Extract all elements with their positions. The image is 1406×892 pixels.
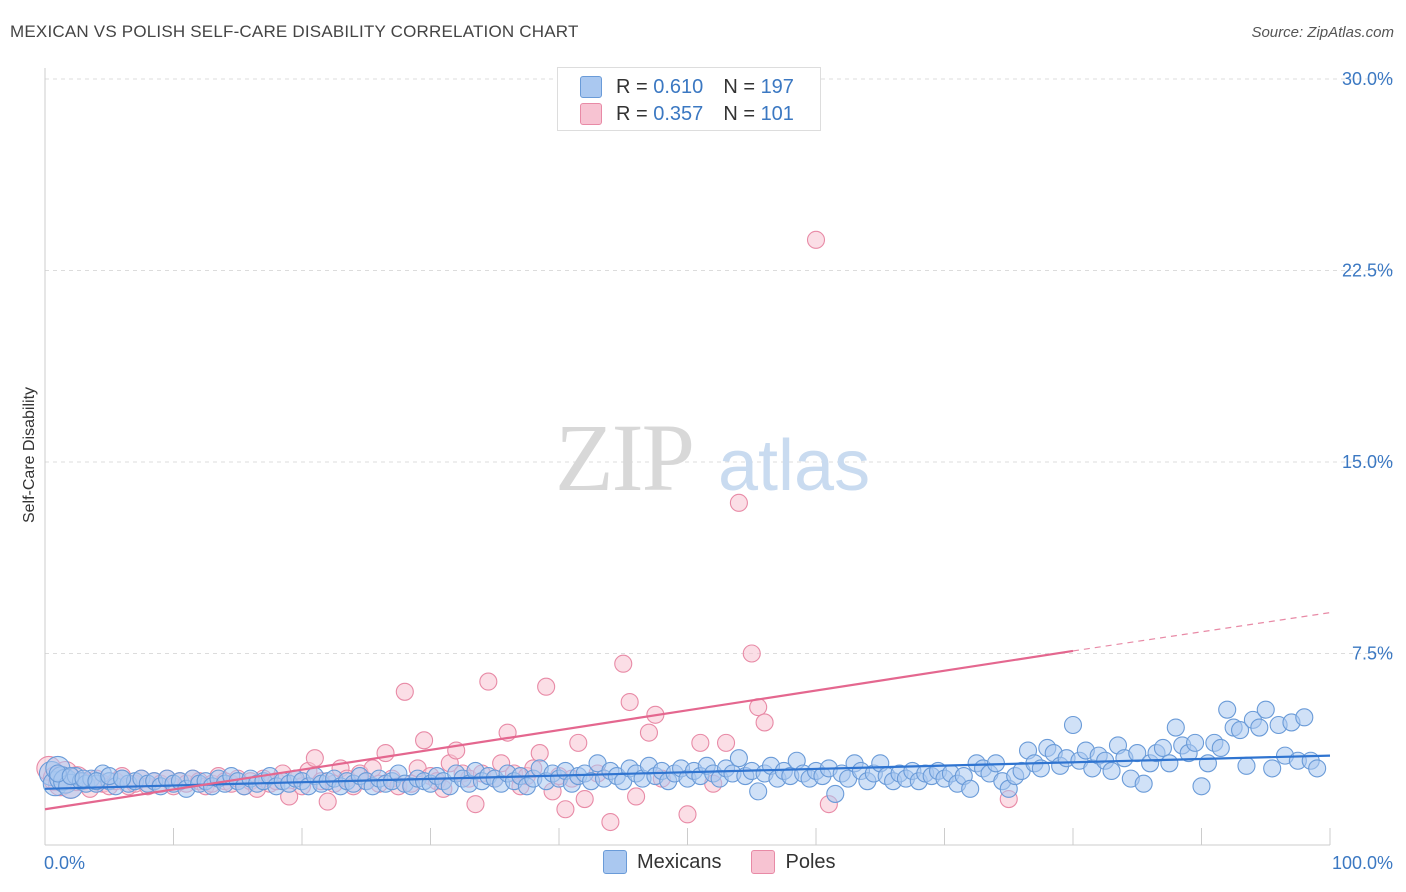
- axes: [44, 68, 1331, 846]
- legend-label-poles: Poles: [785, 850, 836, 873]
- y-tick-label: 22.5%: [1342, 261, 1393, 281]
- trend-lines: [44, 612, 1331, 811]
- y-tick-label: 7.5%: [1352, 644, 1393, 664]
- mexican-point: [1192, 777, 1211, 796]
- legend-row-mexicans: R = 0.610 N = 197: [580, 73, 794, 101]
- pole-point: [614, 654, 633, 673]
- chart-title: MEXICAN VS POLISH SELF-CARE DISABILITY C…: [10, 22, 579, 41]
- mexican-point: [113, 769, 132, 788]
- pole-point: [627, 787, 646, 806]
- mexican-point: [1160, 754, 1179, 773]
- poles-trend-extension: [1072, 612, 1331, 652]
- mexican-point: [1166, 718, 1185, 737]
- pole-point: [376, 744, 395, 763]
- pole-point: [569, 733, 588, 752]
- mexican-point: [1153, 738, 1172, 758]
- mexican-point: [1134, 774, 1153, 793]
- legend-item-poles: Poles: [751, 850, 836, 874]
- watermark-atlas: atlas: [718, 426, 870, 506]
- gridlines: [45, 78, 1393, 654]
- pole-point: [466, 795, 485, 814]
- mexican-point: [1250, 718, 1269, 737]
- r-label: R =: [616, 102, 654, 125]
- legend-row-poles: R = 0.357 N = 101: [580, 100, 794, 128]
- watermark-zip: ZIP: [555, 404, 693, 511]
- pole-point: [716, 733, 736, 752]
- r-value: 0.610: [653, 75, 704, 98]
- pole-point: [575, 789, 594, 809]
- mexican-point: [961, 779, 980, 798]
- pole-point: [755, 713, 774, 732]
- pole-point: [415, 731, 434, 750]
- n-value: 197: [760, 75, 794, 98]
- mexican-point: [1231, 721, 1250, 740]
- pole-point: [479, 672, 498, 691]
- pole-point: [318, 792, 337, 811]
- mexicans-swatch: [603, 850, 627, 874]
- pole-point: [691, 733, 710, 752]
- pole-point: [678, 805, 697, 824]
- x-tick-label: 0.0%: [44, 853, 85, 873]
- n-value: 101: [760, 102, 794, 125]
- mexican-point: [1256, 700, 1275, 719]
- x-tick-label: 100.0%: [1332, 853, 1393, 873]
- pole-point: [530, 744, 549, 763]
- pole-point: [305, 749, 324, 768]
- mexicans-swatch: [580, 76, 602, 98]
- y-tick-label: 30.0%: [1342, 69, 1393, 89]
- mexican-point: [1263, 759, 1282, 778]
- mexican-point: [1295, 708, 1314, 727]
- legend-label-mexicans: Mexicans: [637, 850, 722, 873]
- mexican-point: [1198, 754, 1217, 773]
- watermark: ZIP atlas: [555, 404, 870, 511]
- n-label: N =: [723, 102, 761, 125]
- mexican-point: [826, 784, 845, 803]
- mexican-point: [1063, 715, 1083, 735]
- poles-swatch: [580, 103, 602, 125]
- poles-trend-line: [44, 649, 1074, 811]
- source-label: Source: ZipAtlas.com: [1251, 24, 1394, 41]
- stats-legend: R = 0.610 N = 197 R = 0.357 N = 101: [557, 67, 821, 131]
- n-label: N =: [723, 75, 761, 98]
- pole-point: [537, 677, 556, 696]
- series-legend: Mexicans Poles: [603, 850, 866, 874]
- pole-point: [639, 723, 659, 742]
- y-tick-label: 15.0%: [1342, 452, 1393, 472]
- mexican-point: [1102, 761, 1121, 781]
- y-axis-label: Self-Care Disability: [21, 387, 38, 523]
- r-value: 0.357: [653, 102, 704, 125]
- mexican-point: [749, 782, 768, 801]
- pole-point: [395, 682, 414, 701]
- tick-labels: 7.5% 15.0% 22.5% 30.0% 0.0% 100.0%: [44, 69, 1393, 873]
- mexican-point: [1211, 738, 1230, 758]
- mexicans-points: [38, 700, 1327, 803]
- mexican-point: [1237, 756, 1256, 775]
- pole-point: [620, 692, 639, 712]
- mexican-point: [729, 749, 748, 768]
- pole-point: [556, 800, 575, 819]
- poles-points: [36, 230, 1018, 832]
- legend-item-mexicans: Mexicans: [603, 850, 721, 874]
- r-label: R =: [616, 75, 654, 98]
- mexican-point: [1186, 733, 1205, 752]
- mexican-point: [1218, 700, 1237, 719]
- poles-swatch: [751, 850, 776, 874]
- pole-point: [742, 644, 761, 663]
- pole-point: [601, 812, 620, 832]
- pole-point: [729, 493, 748, 512]
- pole-point: [806, 230, 826, 249]
- mexican-point: [1308, 759, 1327, 778]
- mexicans-trend-line: [44, 754, 1331, 790]
